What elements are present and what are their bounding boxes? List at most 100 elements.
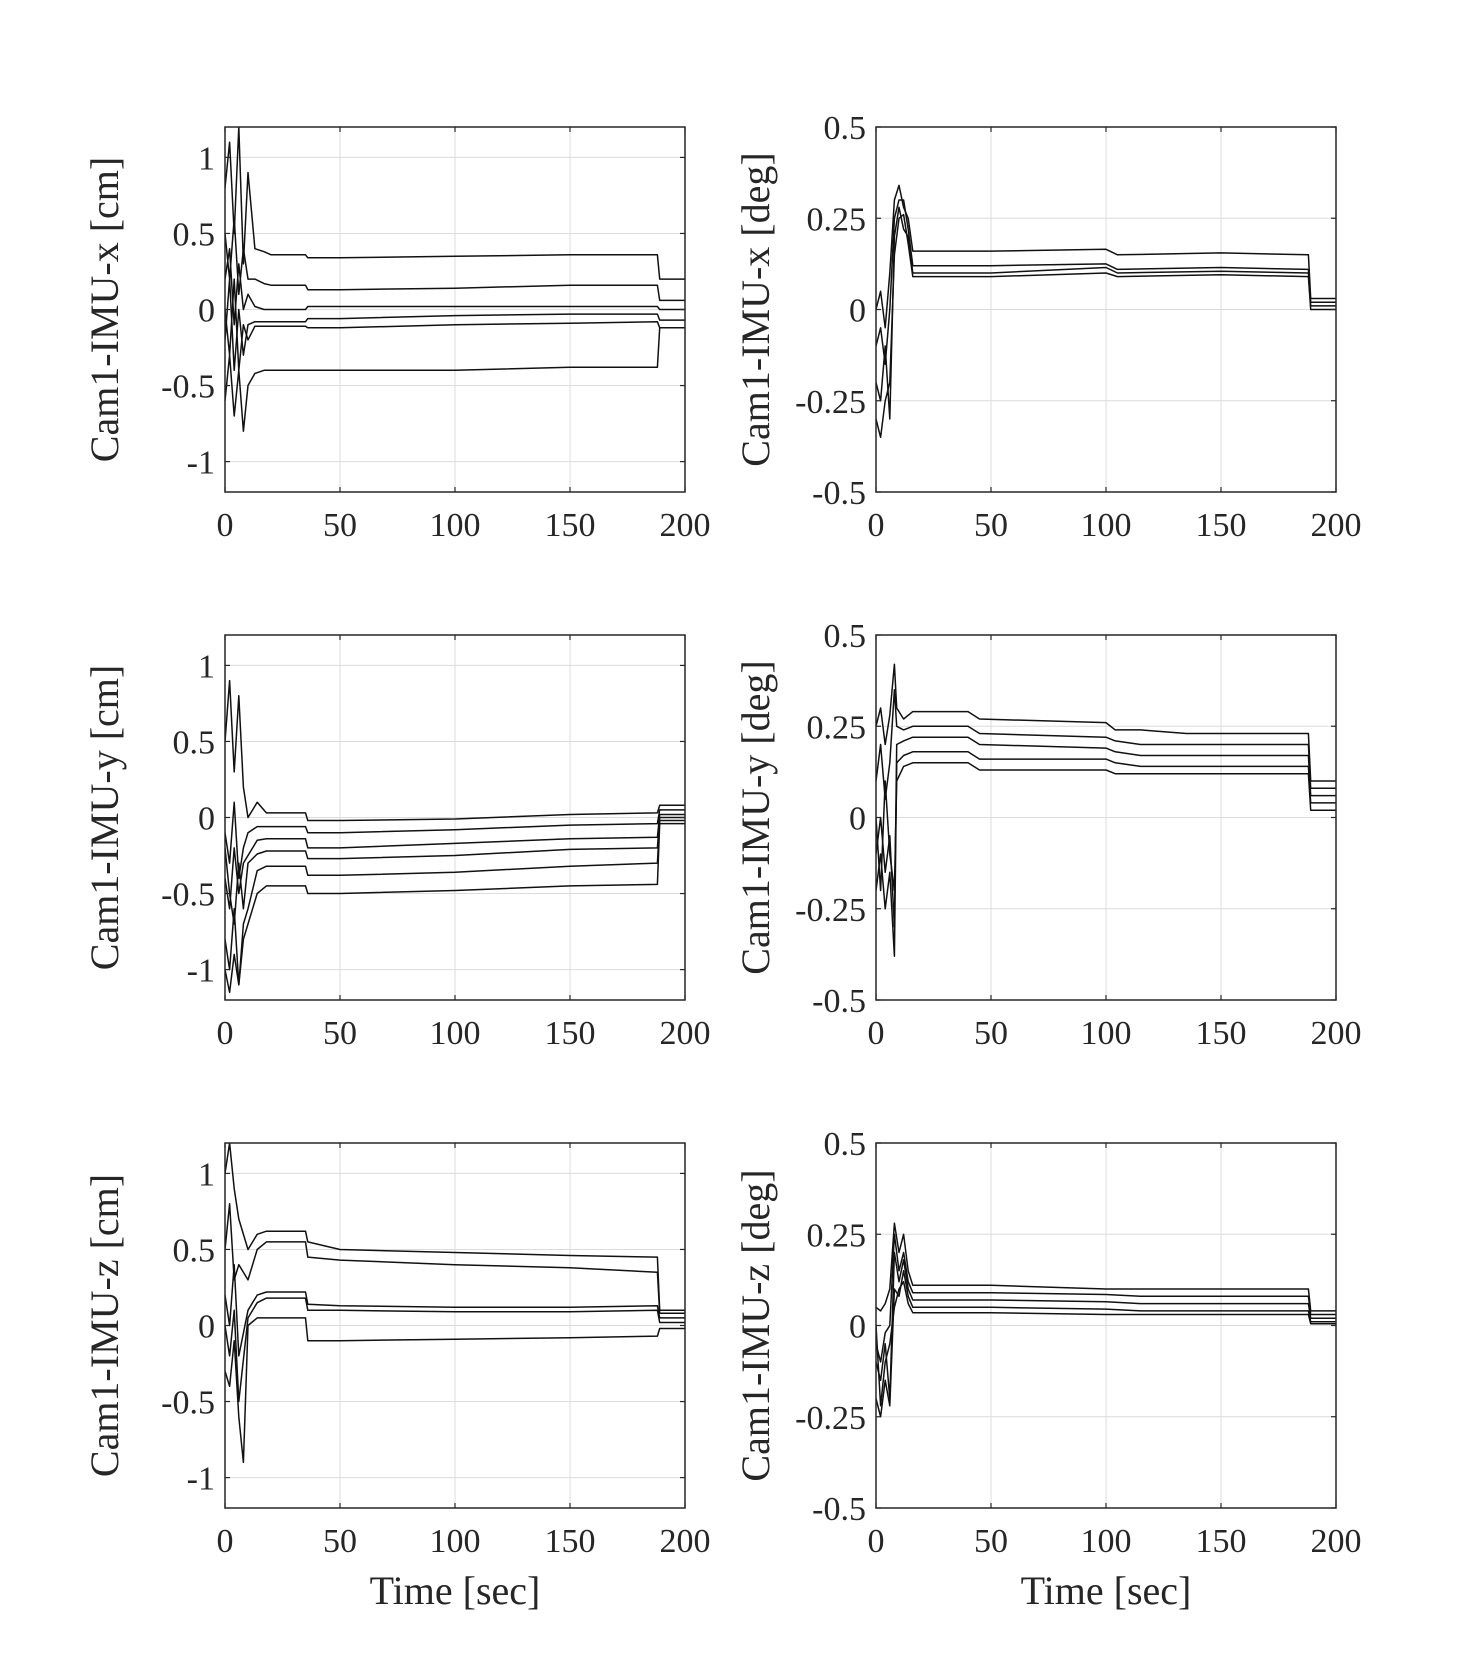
y-tick-label: 0 bbox=[849, 293, 866, 330]
y-tick-label: 1 bbox=[198, 140, 215, 177]
y-tick-label: -0.25 bbox=[795, 892, 866, 929]
series-line-run-2 bbox=[876, 199, 1336, 366]
x-tick-label: 0 bbox=[217, 1523, 234, 1560]
series-line-run-4 bbox=[876, 1270, 1336, 1418]
series-line-run-1 bbox=[876, 1222, 1336, 1312]
y-tick-label: -1 bbox=[187, 953, 215, 990]
series-line-run-5 bbox=[225, 819, 685, 986]
series-line-run-2 bbox=[225, 801, 685, 880]
x-tick-label: 150 bbox=[545, 1523, 596, 1560]
x-tick-label: 150 bbox=[1196, 1015, 1247, 1052]
y-tick-label: 0 bbox=[198, 801, 215, 838]
y-tick-label: -0.25 bbox=[795, 384, 866, 421]
y-axis-label: Cam1-IMU-x [cm] bbox=[82, 157, 127, 462]
series-line-run-1 bbox=[225, 127, 685, 280]
x-tick-label: 50 bbox=[323, 1523, 357, 1560]
y-axis-label: Cam1-IMU-y [deg] bbox=[733, 660, 778, 974]
series-line-run-6 bbox=[225, 327, 685, 432]
y-tick-label: 0.25 bbox=[807, 201, 867, 238]
x-tick-label: 0 bbox=[217, 507, 234, 544]
y-tick-label: 0 bbox=[849, 1309, 866, 1346]
x-tick-label: 0 bbox=[868, 507, 885, 544]
subplot-1: 0 50 100 150 200 -1 -0.5 0 0.5 1 Cam1-IMU-x [cm] bbox=[82, 126, 711, 544]
series-line-run-5 bbox=[225, 1317, 685, 1464]
series-line-run-1 bbox=[225, 1143, 685, 1312]
y-tick-label: 0.5 bbox=[824, 1126, 867, 1163]
y-tick-label: -0.5 bbox=[812, 1491, 866, 1528]
series-line-run-1 bbox=[876, 663, 1336, 782]
series-line-run-3 bbox=[876, 1251, 1336, 1400]
x-tick-label: 100 bbox=[430, 1523, 481, 1560]
series-line-run-6 bbox=[225, 822, 685, 994]
x-tick-label: 50 bbox=[323, 1015, 357, 1052]
x-tick-label: 150 bbox=[545, 1015, 596, 1052]
y-axis-label: Cam1-IMU-y [cm] bbox=[82, 665, 127, 970]
y-tick-label: 0 bbox=[849, 801, 866, 838]
x-tick-label: 100 bbox=[430, 1015, 481, 1052]
series-line-run-3 bbox=[225, 247, 685, 326]
y-tick-label: -0.25 bbox=[795, 1400, 866, 1437]
y-tick-label: 0.5 bbox=[824, 618, 867, 655]
y-axis-label: Cam1-IMU-x [deg] bbox=[733, 152, 778, 466]
series-line-run-4 bbox=[225, 1297, 685, 1403]
series-line-run-2 bbox=[876, 689, 1336, 801]
subplot-2: 0 50 100 150 200 -0.5 -0.25 0 0.25 0.5 Cam1-IMU-x … bbox=[733, 110, 1362, 544]
series-line-run-1 bbox=[225, 679, 685, 822]
y-tick-label: 0.25 bbox=[807, 1217, 867, 1254]
y-axis-label: Cam1-IMU-z [cm] bbox=[82, 1174, 127, 1477]
x-tick-label: 0 bbox=[868, 1523, 885, 1560]
x-tick-label: 50 bbox=[974, 507, 1008, 544]
series-line-run-3 bbox=[225, 1263, 685, 1357]
x-tick-label: 50 bbox=[323, 507, 357, 544]
series-line-run-5 bbox=[876, 762, 1336, 892]
series-line-run-3 bbox=[876, 206, 1336, 420]
x-tick-label: 150 bbox=[1196, 507, 1247, 544]
series-line-run-4 bbox=[225, 816, 685, 925]
x-tick-label: 100 bbox=[1081, 1523, 1132, 1560]
x-tick-label: 200 bbox=[660, 1015, 711, 1052]
x-tick-label: 0 bbox=[217, 1015, 234, 1052]
x-tick-label: 200 bbox=[660, 1523, 711, 1560]
x-tick-label: 50 bbox=[974, 1523, 1008, 1560]
y-tick-label: 0.5 bbox=[173, 216, 216, 253]
x-tick-label: 150 bbox=[1196, 1523, 1247, 1560]
y-tick-label: -0.5 bbox=[161, 877, 215, 914]
x-axis-label: Time [sec] bbox=[370, 1568, 541, 1613]
y-tick-label: 0.5 bbox=[173, 724, 216, 761]
y-tick-label: 0.5 bbox=[173, 1232, 216, 1269]
series-line-run-4 bbox=[876, 751, 1336, 957]
x-tick-label: 200 bbox=[1311, 507, 1362, 544]
x-tick-label: 100 bbox=[1081, 1015, 1132, 1052]
x-tick-label: 100 bbox=[1081, 507, 1132, 544]
series-line-run-2 bbox=[876, 1233, 1336, 1363]
subplot-3: 0 50 100 150 200 -1 -0.5 0 0.5 1 Cam1-IMU-y [cm] bbox=[82, 634, 711, 1052]
y-tick-label: -0.5 bbox=[161, 1385, 215, 1422]
x-tick-label: 0 bbox=[868, 1015, 885, 1052]
series-line-run-2 bbox=[225, 1203, 685, 1315]
series-line-run-5 bbox=[225, 278, 685, 372]
x-tick-label: 50 bbox=[974, 1015, 1008, 1052]
y-tick-label: 0 bbox=[198, 1309, 215, 1346]
y-tick-label: -0.5 bbox=[812, 983, 866, 1020]
series-line-run-1 bbox=[876, 184, 1336, 329]
series-line-run-4 bbox=[225, 278, 685, 372]
x-tick-label: 200 bbox=[1311, 1015, 1362, 1052]
x-tick-label: 150 bbox=[545, 507, 596, 544]
series-line-run-3 bbox=[876, 736, 1336, 928]
y-tick-label: -1 bbox=[187, 445, 215, 482]
y-axis-label: Cam1-IMU-z [deg] bbox=[733, 1169, 778, 1481]
x-axis-label: Time [sec] bbox=[1021, 1568, 1192, 1613]
x-tick-label: 200 bbox=[660, 507, 711, 544]
subplot-5: 0 50 100 150 200 -1 -0.5 0 0.5 1 Cam1-IMU-z [cm] Ti… bbox=[82, 1142, 711, 1613]
series-line-run-5 bbox=[876, 1280, 1336, 1407]
y-tick-label: 0.25 bbox=[807, 709, 867, 746]
y-tick-label: 0.5 bbox=[824, 110, 867, 147]
y-tick-label: -0.5 bbox=[161, 369, 215, 406]
subplot-6: 0 50 100 150 200 -0.5 -0.25 0 0.25 0.5 Cam1-IMU-z … bbox=[733, 1126, 1362, 1613]
series-line-run-4 bbox=[876, 213, 1336, 439]
y-tick-label: -0.5 bbox=[812, 475, 866, 512]
y-tick-label: 1 bbox=[198, 1156, 215, 1193]
y-tick-label: -1 bbox=[187, 1461, 215, 1498]
x-tick-label: 200 bbox=[1311, 1523, 1362, 1560]
